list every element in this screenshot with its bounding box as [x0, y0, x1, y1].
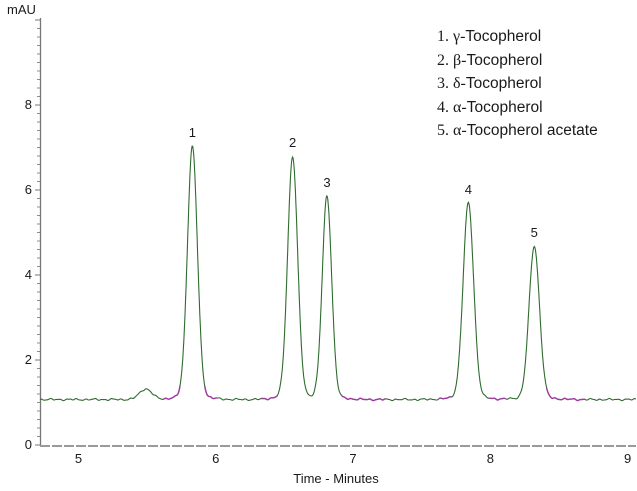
- y-axis-unit-label: mAU: [7, 2, 36, 17]
- legend-item: 4. α-Tocopherol: [437, 96, 598, 120]
- integration-mark: [341, 395, 386, 402]
- legend-item-compound-name: Tocopherol: [465, 75, 542, 92]
- y-axis-tick-label: 0: [24, 437, 32, 452]
- legend-item-number-greek: 4. α-: [437, 98, 467, 116]
- legend-item-number-greek: 5. α-: [437, 122, 467, 139]
- legend-item-compound-name: Tocopherol: [465, 28, 542, 45]
- integration-mark: [163, 385, 181, 400]
- y-axis-tick-label: 2: [24, 352, 32, 367]
- x-axis-tick-label: 5: [74, 451, 83, 466]
- x-axis-tick-label: 8: [486, 451, 494, 466]
- axes: [35, 18, 636, 447]
- integration-mark: [545, 387, 586, 402]
- peak-number-label: 2: [289, 135, 297, 151]
- peak-number-label: 1: [188, 125, 196, 141]
- x-axis-tick-label: 7: [349, 451, 357, 466]
- legend-item-number-greek: 3. δ-: [437, 75, 466, 92]
- peak-number-label: 4: [464, 181, 472, 197]
- legend-item: 3. δ-Tocopherol: [437, 72, 598, 96]
- y-axis-tick-label: 4: [24, 267, 32, 282]
- integration-mark: [261, 394, 279, 401]
- y-axis-tick-label: 6: [24, 182, 32, 197]
- peak-number-label: 5: [530, 225, 538, 241]
- legend-item-compound-name: Tocopherol: [466, 51, 543, 69]
- chromatogram-trace: [39, 145, 637, 402]
- integration-mark: [204, 386, 217, 400]
- legend-item: 2. β-Tocopherol: [437, 49, 598, 73]
- integration-mark: [489, 397, 506, 401]
- peak-number-label: 3: [323, 174, 331, 190]
- legend-item-compound-name: Tocopherol: [466, 98, 543, 116]
- legend-item: 5. α-Tocopherol acetate: [437, 119, 598, 143]
- legend-item-number-greek: 1. γ-: [437, 28, 466, 45]
- legend-item-compound-name: Tocopherol acetate: [466, 122, 598, 139]
- y-axis-tick-label: 8: [24, 97, 32, 112]
- legend-item: 1. γ-Tocopherol: [437, 25, 598, 49]
- integration-mark: [439, 396, 452, 400]
- x-axis-tick-label: 9: [624, 451, 632, 466]
- peak-legend: 1. γ-Tocopherol 2. β-Tocopherol 3. δ-Tocop…: [437, 25, 598, 143]
- legend-item-number-greek: 2. β-: [437, 51, 467, 69]
- x-axis-tick-label: 6: [212, 451, 220, 466]
- x-axis-title: Time - Minutes: [293, 471, 379, 486]
